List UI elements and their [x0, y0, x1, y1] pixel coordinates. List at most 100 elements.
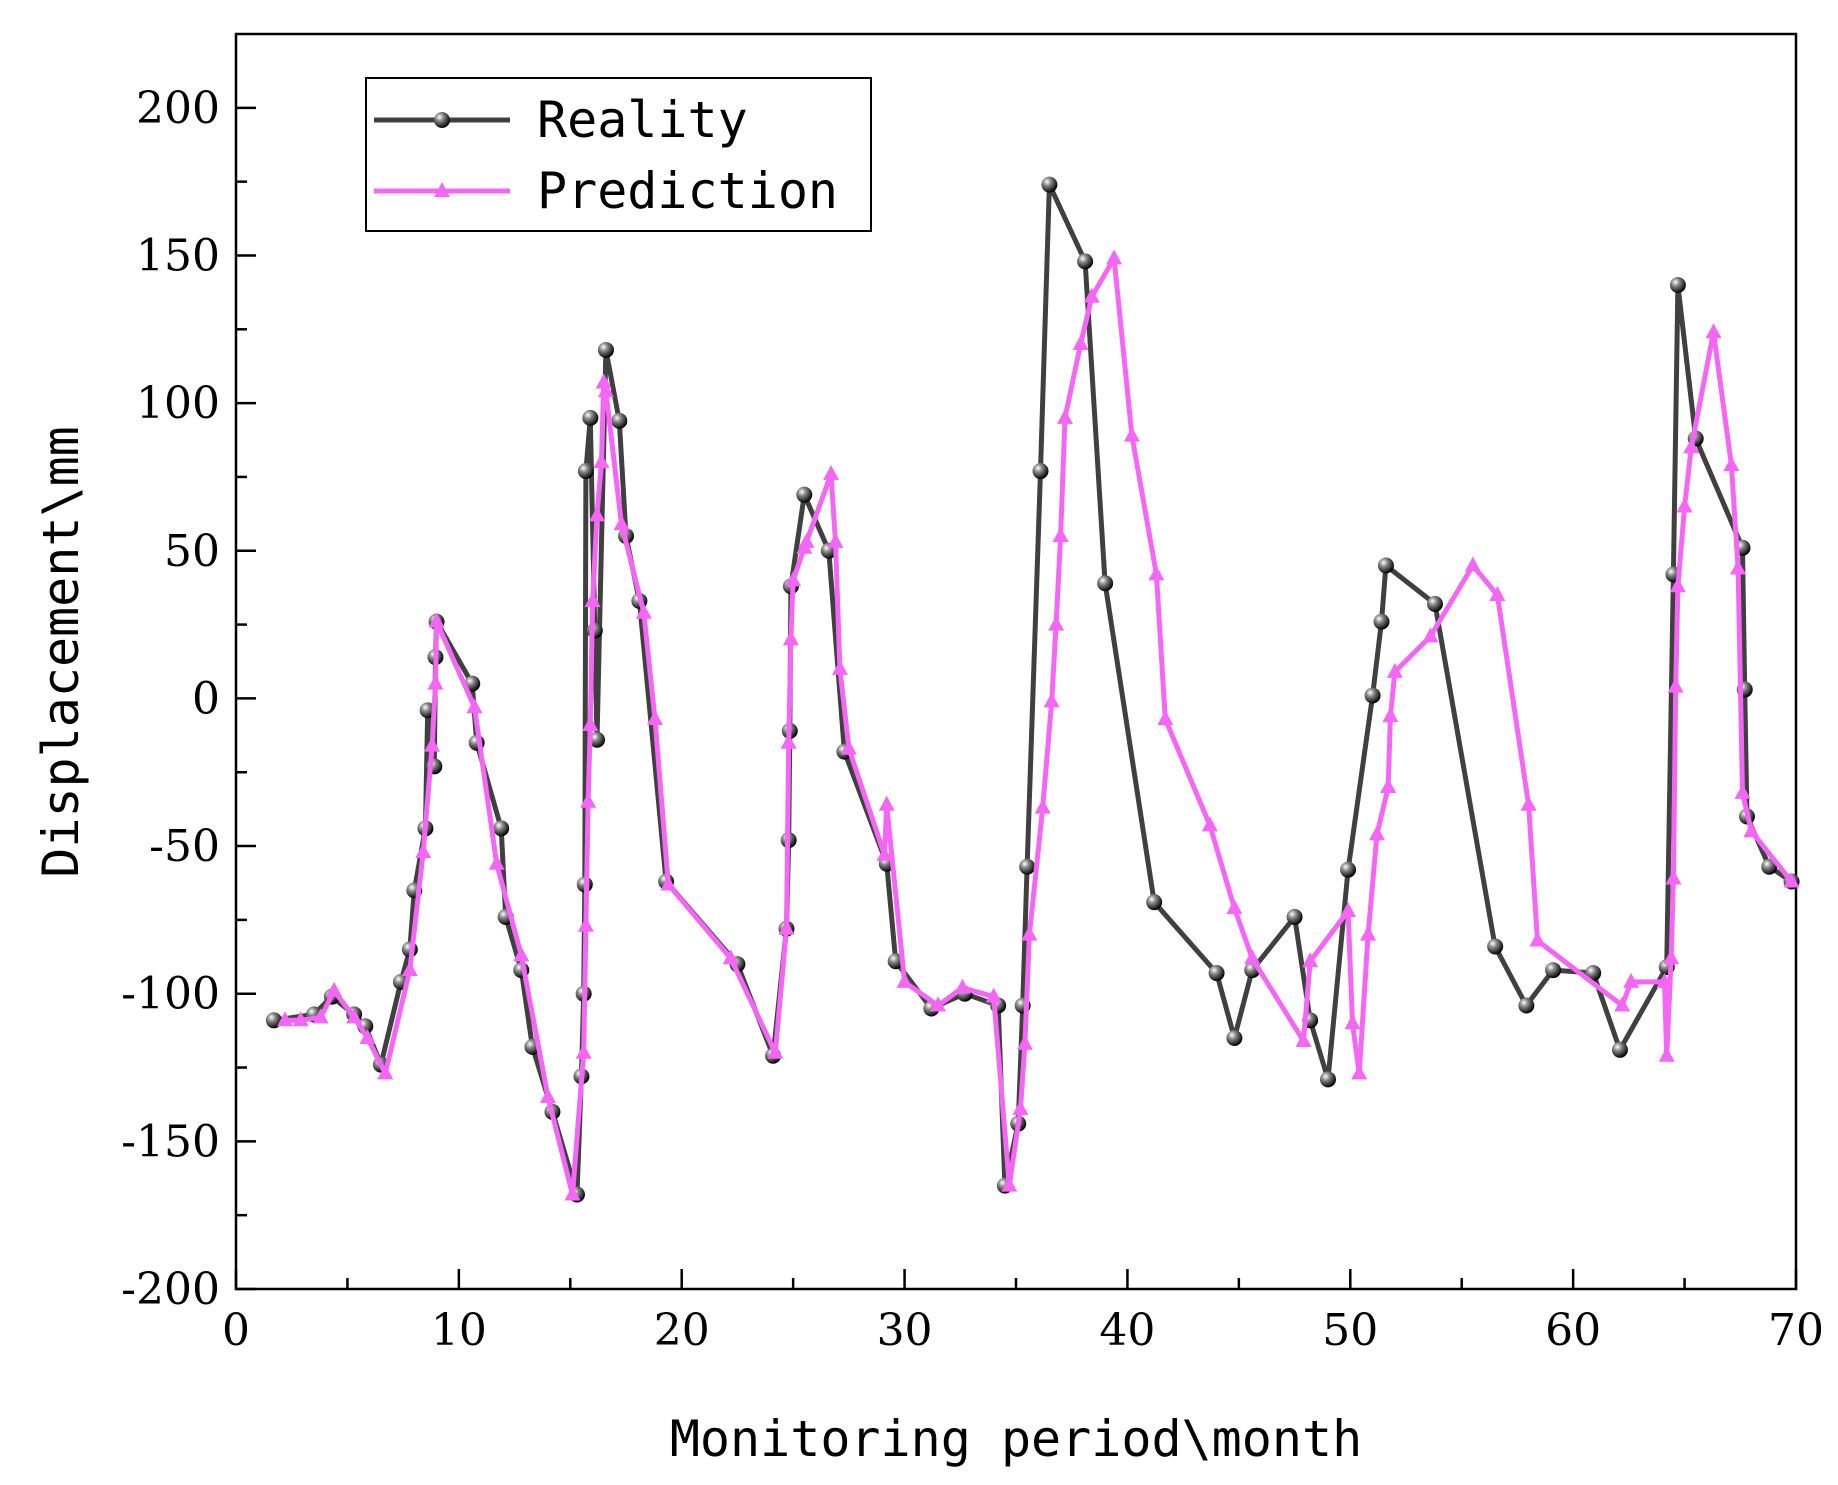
series-layer: [265, 176, 1800, 1203]
data-point-prediction: [1226, 899, 1243, 915]
data-point-prediction: [540, 1088, 556, 1104]
x-tick-label: 10: [431, 1305, 487, 1356]
data-point-prediction: [1489, 586, 1506, 602]
data-point-reality: [1286, 908, 1303, 925]
data-point-prediction: [1665, 869, 1682, 885]
x-tick-label: 0: [222, 1305, 250, 1356]
data-point-prediction: [1705, 323, 1722, 339]
y-tick-label: -50: [149, 821, 220, 872]
data-point-prediction: [1422, 627, 1439, 643]
data-point-prediction: [1529, 931, 1546, 947]
legend-entry-prediction: Prediction: [374, 162, 838, 220]
data-point-prediction: [646, 710, 663, 726]
data-point-reality: [1146, 894, 1163, 911]
data-point-prediction: [954, 978, 971, 994]
y-tick-label: 150: [136, 230, 220, 281]
data-point-prediction: [1034, 798, 1051, 814]
x-axis: 0 10 20 30 40 50 60 70: [222, 1269, 1824, 1356]
data-point-prediction: [831, 659, 848, 675]
data-point-reality: [1041, 176, 1058, 193]
data-point-prediction: [326, 981, 343, 997]
x-tick-label: 70: [1768, 1305, 1824, 1356]
x-tick-label: 40: [1099, 1305, 1155, 1356]
data-point-prediction: [1723, 456, 1740, 472]
data-point-prediction: [1667, 677, 1684, 693]
x-tick-label: 20: [654, 1305, 710, 1356]
data-point-reality: [586, 622, 603, 639]
data-point-prediction: [1656, 972, 1673, 988]
data-point-prediction: [1106, 249, 1123, 265]
data-point-prediction: [575, 1043, 592, 1059]
data-point-prediction: [1012, 1099, 1029, 1115]
data-point-prediction: [660, 875, 677, 891]
data-point-prediction: [1658, 1046, 1675, 1062]
data-point-prediction: [584, 591, 601, 607]
y-tick-label: 50: [164, 526, 220, 577]
data-point-prediction: [878, 795, 895, 811]
data-point-reality: [1097, 575, 1114, 592]
data-point-prediction: [1052, 527, 1069, 542]
data-point-reality: [1545, 962, 1562, 979]
data-point-prediction: [346, 1008, 363, 1024]
data-point-prediction: [798, 532, 815, 548]
data-point-prediction: [580, 792, 597, 808]
data-point-reality: [1377, 557, 1394, 574]
data-point-prediction: [1244, 949, 1261, 965]
data-point-prediction: [827, 532, 844, 548]
data-point-prediction: [1072, 335, 1089, 351]
data-point-prediction: [564, 1185, 581, 1201]
y-axis-title: Displacement\mm: [32, 426, 90, 878]
data-point-reality: [611, 412, 628, 429]
data-point-prediction: [1464, 556, 1481, 572]
data-point-prediction: [985, 987, 1002, 1003]
series-reality: [265, 176, 1800, 1203]
data-point-prediction: [1520, 795, 1537, 811]
data-point-reality: [796, 486, 813, 503]
legend-reality-label: Reality: [537, 91, 748, 149]
data-point-prediction: [582, 715, 599, 731]
data-point-prediction: [1340, 902, 1357, 918]
data-point-prediction: [930, 996, 946, 1012]
x-axis-title: Monitoring period\month: [670, 1410, 1362, 1468]
data-point-reality: [1208, 965, 1225, 982]
x-tick-label: 50: [1322, 1305, 1378, 1356]
data-point-prediction: [1614, 996, 1631, 1012]
series-line-reality: [273, 182, 1793, 1197]
data-point-reality: [1761, 858, 1778, 875]
data-point-reality: [1364, 687, 1381, 704]
data-point-prediction: [635, 603, 652, 619]
data-point-prediction: [415, 842, 432, 858]
data-point-prediction: [782, 630, 799, 646]
data-point-prediction: [277, 1011, 294, 1027]
y-tick-label: 200: [136, 83, 220, 134]
data-point-prediction: [613, 515, 630, 531]
data-point-prediction: [722, 949, 739, 965]
data-point-prediction: [1123, 426, 1140, 442]
data-point-prediction: [1382, 707, 1399, 723]
legend-prediction-label: Prediction: [537, 162, 838, 220]
data-point-prediction: [1683, 438, 1700, 454]
data-point-prediction: [488, 854, 505, 870]
data-point-prediction: [785, 571, 802, 587]
data-point-prediction: [1663, 949, 1680, 965]
data-point-prediction: [1360, 925, 1377, 941]
data-point-prediction: [1380, 778, 1397, 793]
data-point-prediction: [513, 946, 530, 962]
data-point-prediction: [1048, 615, 1065, 631]
data-point-prediction: [1351, 1064, 1368, 1080]
data-point-prediction: [1730, 559, 1747, 575]
data-point-reality: [1226, 1030, 1243, 1046]
data-point-reality: [577, 463, 594, 480]
data-point-prediction: [1057, 408, 1074, 424]
data-point-prediction: [427, 674, 444, 690]
legend-reality-marker: [434, 112, 450, 128]
data-point-prediction: [593, 453, 610, 469]
data-point-prediction: [377, 1064, 394, 1080]
data-point-reality: [1669, 277, 1686, 293]
data-point-prediction: [312, 1008, 329, 1024]
data-point-reality: [1585, 965, 1602, 982]
data-point-prediction: [1676, 497, 1693, 513]
data-point-prediction: [577, 916, 594, 932]
data-point-prediction: [1623, 972, 1640, 988]
